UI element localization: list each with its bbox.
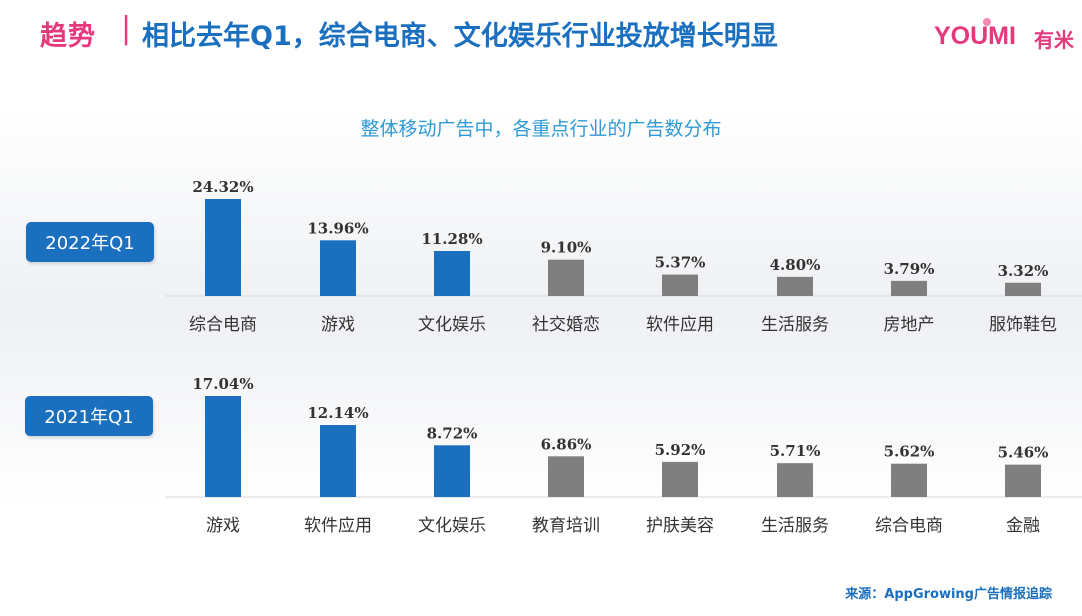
q1-2021-bar-6 [777, 463, 813, 497]
q1-2022-category-label-5: 软件应用 [646, 315, 714, 335]
q1-2021-category-label-6: 生活服务 [761, 516, 829, 536]
q1-2022-bar-2 [320, 240, 356, 296]
q1-2021-category-label-2: 软件应用 [304, 516, 372, 536]
q1-2021-category-label-5: 护肤美容 [646, 516, 714, 536]
logo-dot [983, 18, 991, 26]
q1-2021-category-label-1: 游戏 [206, 516, 240, 536]
q1-2021-value-label-3: 8.72% [427, 424, 478, 442]
q1-2022-value-label-5: 5.37% [655, 254, 706, 272]
q1-2022-value-label-3: 11.28% [421, 230, 482, 248]
q1-2021-value-label-6: 5.71% [770, 442, 821, 460]
q1-2021-value-label-1: 17.04% [192, 375, 253, 393]
q1-2022-category-label-2: 游戏 [321, 315, 355, 335]
q1-2022-bar-3 [434, 251, 470, 296]
q1-2021-bar-7 [891, 463, 927, 497]
q1-2022-bar-1 [205, 199, 241, 296]
title-tag: 趋势 [40, 21, 96, 52]
q1-2022-category-label-8: 服饰鞋包 [989, 315, 1057, 335]
chart-subtitle: 整体移动广告中，各重点行业的广告数分布 [360, 118, 722, 140]
q1-2022-category-label-3: 文化娱乐 [418, 315, 486, 335]
q1-2022-value-label-1: 24.32% [192, 178, 253, 196]
q1-2021-category-label-3: 文化娱乐 [418, 516, 486, 536]
youmi-logo: YOUMI 有米 [934, 18, 1074, 52]
q1-2021-value-label-5: 5.92% [655, 441, 706, 459]
q1-2022-value-label-4: 9.10% [541, 239, 592, 257]
q1-2022-value-label-8: 3.32% [998, 262, 1049, 280]
q1-2021-bar-3 [434, 445, 470, 497]
q1-2022-bar-6 [777, 276, 813, 296]
q1-2021-bar-1 [205, 396, 241, 497]
q1-2021-value-label-7: 5.62% [884, 443, 935, 461]
q1-2021-bar-2 [320, 425, 356, 497]
q1-2021-bar-5 [662, 461, 698, 497]
logo-text: YOUMI [934, 22, 1016, 50]
q1-2022-category-label-4: 社交婚恋 [532, 314, 600, 335]
q1-2022-bar-7 [891, 280, 927, 296]
q1-2022-value-label-6: 4.80% [770, 256, 821, 274]
q1-2021-bar-8 [1005, 464, 1041, 497]
q1-2021-category-label-4: 教育培训 [532, 516, 600, 536]
q1-2022-bar-4 [548, 259, 584, 296]
q1-2022-category-label-6: 生活服务 [761, 315, 829, 335]
q1-2021-value-label-8: 5.46% [998, 444, 1049, 462]
period-badge-2021: 2021年Q1 [25, 396, 153, 436]
q1-2022-category-label-7: 房地产 [884, 315, 935, 335]
q1-2021-bar-4 [548, 456, 584, 497]
q1-2022-bar-5 [662, 274, 698, 296]
q1-2022-value-label-7: 3.79% [884, 260, 935, 278]
q1-2022-bar-8 [1005, 282, 1041, 296]
q1-2021-category-label-7: 综合电商 [875, 516, 943, 536]
q1-2022-value-label-2: 13.96% [307, 219, 368, 237]
page-title: 相比去年Q1，综合电商、文化娱乐行业投放增长明显 [142, 21, 778, 52]
title-separator: | [121, 11, 132, 46]
source-note: 来源：AppGrowing广告情报追踪 [845, 587, 1052, 602]
q1-2021-category-label-8: 金融 [1006, 516, 1040, 536]
period-badge-2022: 2022年Q1 [26, 222, 154, 262]
q1-2021-value-label-4: 6.86% [541, 435, 592, 453]
q1-2022-category-label-1: 综合电商 [189, 315, 257, 335]
logo-cn-text: 有米 [1034, 28, 1074, 52]
q1-2021-value-label-2: 12.14% [307, 404, 368, 422]
